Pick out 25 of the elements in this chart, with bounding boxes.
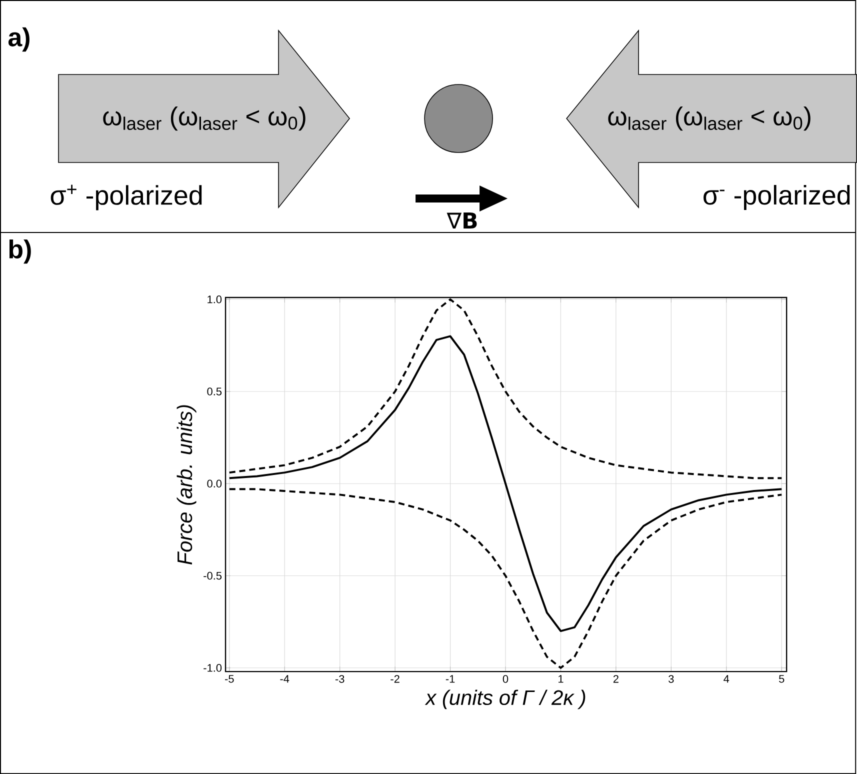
x-tick-label: 5 xyxy=(779,675,784,683)
x-tick-label: -3 xyxy=(335,675,344,683)
y-axis-title: Force (arb. units) xyxy=(176,405,196,564)
x-tick-label: 2 xyxy=(613,675,618,683)
text: ω$_{laser}$ (ω$_{laser}$ < ω$_{0}$) xyxy=(608,106,810,131)
text: b) xyxy=(9,239,31,264)
x-tick-label: 3 xyxy=(668,675,674,683)
text: ω$_{laser}$ (ω$_{laser}$ < ω$_{0}$) xyxy=(103,106,306,131)
y-tick-label: -0.5 xyxy=(204,572,222,580)
x-tick-label: 1 xyxy=(558,675,564,683)
text: a) xyxy=(8,27,30,52)
x-tick-label: -2 xyxy=(390,675,400,683)
x-axis-title: x (units of Γ / 2κ ) xyxy=(424,690,586,710)
y-tick-label: 0.5 xyxy=(207,388,222,396)
y-tick-label: 0.0 xyxy=(207,480,222,488)
x-tick-label: -4 xyxy=(280,675,290,683)
text: σ$^{+}$ -polarized xyxy=(50,184,202,210)
text: σ$^{-}$ -polarized xyxy=(704,184,850,210)
y-tick-label: 1.0 xyxy=(208,295,222,304)
y-tick-label: -1.0 xyxy=(204,664,222,672)
x-tick-label: -1 xyxy=(446,675,455,683)
x-tick-label: 4 xyxy=(724,675,730,683)
text: ∇B xyxy=(446,212,477,228)
x-tick-label: -5 xyxy=(225,675,234,683)
x-tick-label: 0 xyxy=(502,675,508,683)
